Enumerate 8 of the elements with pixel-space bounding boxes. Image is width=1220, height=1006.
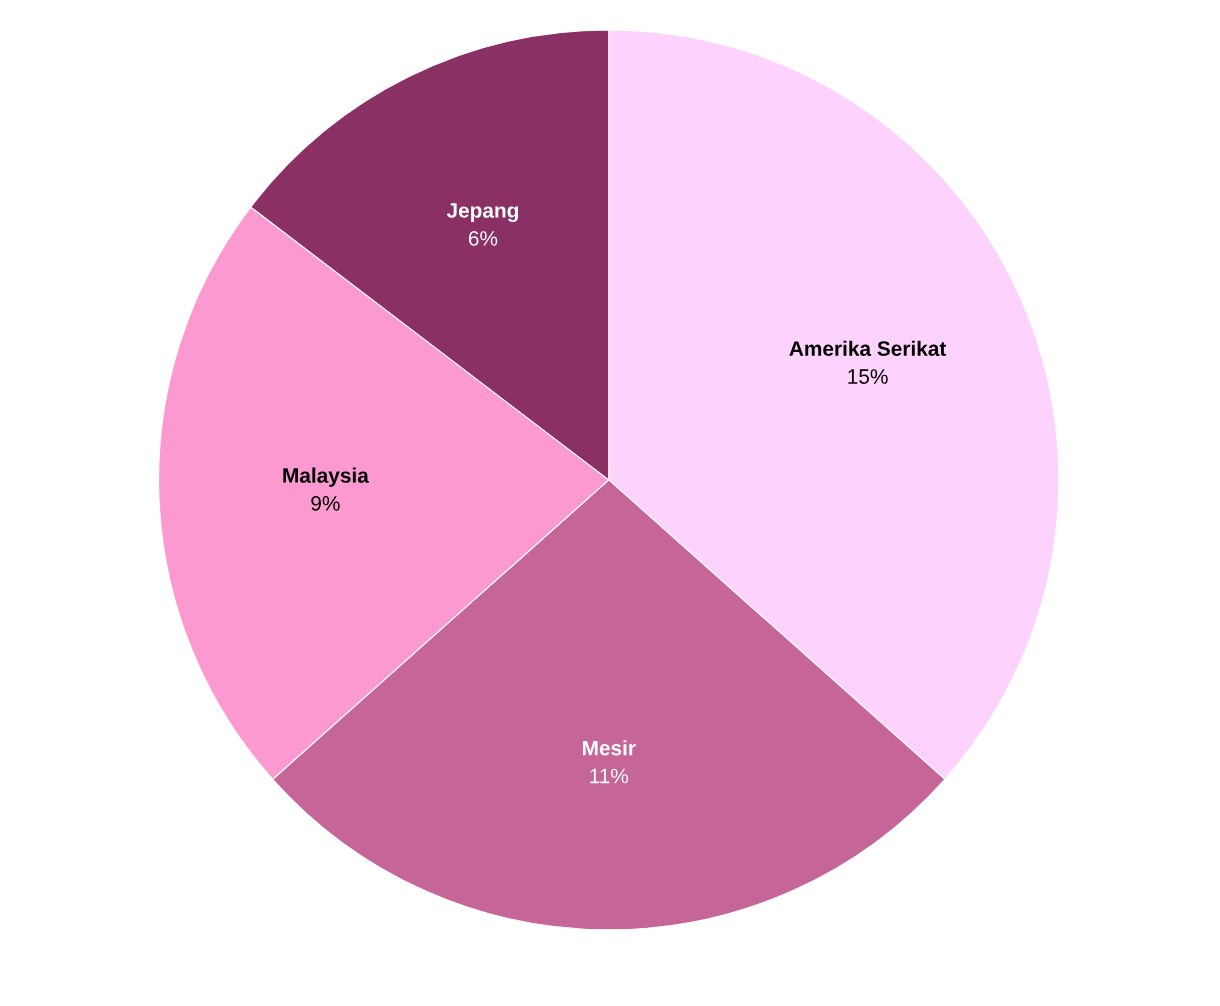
data-label: 11% bbox=[590, 768, 629, 784]
slice-label: Mesir bbox=[582, 740, 636, 756]
slice-label: Amerika Serikat bbox=[789, 340, 947, 356]
data-label: 9% bbox=[311, 495, 340, 511]
data-label: 6% bbox=[468, 231, 498, 246]
slice-label: Jepang bbox=[446, 203, 519, 223]
slice-label: Malaysia bbox=[283, 467, 369, 487]
data-label: 15% bbox=[848, 369, 888, 384]
